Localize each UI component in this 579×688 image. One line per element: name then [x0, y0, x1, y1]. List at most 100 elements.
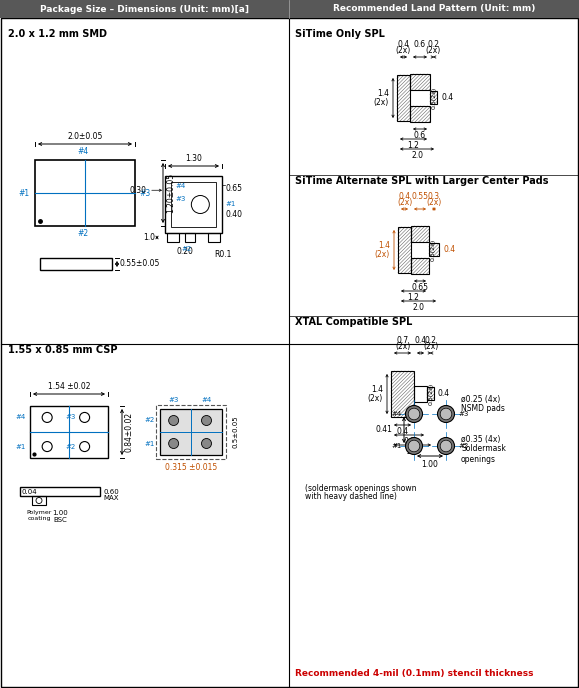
Text: 0.41: 0.41: [375, 425, 392, 435]
Text: MAX: MAX: [103, 495, 119, 502]
Bar: [430, 91, 437, 104]
Text: 1.2: 1.2: [408, 293, 419, 302]
Bar: [20, 487, 100, 496]
Text: #2: #2: [458, 443, 468, 449]
Text: 0.55: 0.55: [412, 192, 428, 201]
Text: #1: #1: [16, 444, 26, 449]
Circle shape: [440, 408, 452, 420]
Text: 0.5(2x): 0.5(2x): [431, 239, 436, 261]
Bar: [410, 106, 430, 122]
Circle shape: [440, 440, 452, 452]
Text: 0.55±0.05: 0.55±0.05: [120, 259, 160, 268]
Text: ø0.25 (4x): ø0.25 (4x): [461, 395, 500, 404]
Circle shape: [405, 405, 423, 422]
Text: 0.40: 0.40: [226, 211, 243, 219]
Circle shape: [408, 440, 420, 452]
Text: 0.6: 0.6: [414, 40, 426, 49]
Text: 1.55 x 0.85 mm CSP: 1.55 x 0.85 mm CSP: [8, 345, 118, 355]
Text: #3: #3: [176, 196, 186, 202]
Text: R0.1: R0.1: [214, 250, 232, 259]
Text: 1.54 ±0.02: 1.54 ±0.02: [47, 382, 90, 391]
Text: 2.0: 2.0: [411, 151, 423, 160]
Text: 0.4: 0.4: [438, 389, 450, 398]
Text: openings: openings: [461, 455, 496, 464]
Text: Recommended Land Pattern (Unit: mm): Recommended Land Pattern (Unit: mm): [333, 5, 535, 14]
Text: 2.0 x 1.2 mm SMD: 2.0 x 1.2 mm SMD: [8, 29, 107, 39]
Circle shape: [201, 438, 211, 449]
Text: (2x): (2x): [395, 342, 410, 351]
Text: 0.2: 0.2: [427, 40, 439, 49]
Text: (2x): (2x): [375, 250, 390, 259]
Text: #1: #1: [145, 440, 155, 447]
Text: 0.60: 0.60: [103, 488, 119, 495]
Text: BSC: BSC: [53, 517, 67, 523]
Bar: [414, 386, 427, 402]
Bar: [398, 227, 411, 273]
Bar: [391, 371, 414, 417]
Circle shape: [201, 416, 211, 425]
Text: #4: #4: [16, 414, 26, 420]
Text: coating: coating: [27, 516, 51, 521]
Text: (2x): (2x): [368, 394, 383, 402]
Text: 0.2: 0.2: [424, 336, 437, 345]
Text: (2x): (2x): [426, 198, 442, 207]
Text: Package Size – Dimensions (Unit: mm)[a]: Package Size – Dimensions (Unit: mm)[a]: [39, 5, 248, 14]
Text: Soldermask: Soldermask: [461, 444, 506, 453]
Text: (2x): (2x): [374, 98, 389, 107]
Bar: [0, 0, 579, 18]
Bar: [160, 409, 222, 455]
Bar: [208, 233, 220, 242]
Text: 0.5±0.05: 0.5±0.05: [232, 416, 238, 449]
Text: 2.2: 2.2: [406, 447, 419, 456]
Text: NSMD pads: NSMD pads: [461, 404, 505, 413]
Text: #4: #4: [78, 147, 89, 156]
Bar: [30, 406, 108, 458]
Text: #1: #1: [225, 202, 236, 208]
Bar: [165, 176, 222, 233]
Circle shape: [168, 416, 179, 425]
Bar: [397, 75, 410, 121]
Text: #3: #3: [139, 189, 150, 197]
Text: (soldermask openings shown: (soldermask openings shown: [305, 484, 416, 493]
Text: 1.4: 1.4: [377, 89, 389, 98]
Text: 1.0: 1.0: [143, 233, 155, 242]
Text: 0.20: 0.20: [177, 247, 193, 256]
Text: 0.30: 0.30: [130, 186, 147, 195]
Text: (2x): (2x): [396, 46, 411, 55]
Bar: [40, 258, 112, 270]
Bar: [167, 233, 179, 242]
Text: 0.65: 0.65: [412, 283, 428, 292]
Text: 1.30: 1.30: [185, 154, 202, 163]
Text: #3: #3: [168, 397, 179, 403]
Text: 0.315 ±0.015: 0.315 ±0.015: [165, 463, 217, 472]
Text: 0.8: 0.8: [403, 437, 415, 446]
Text: ø0.35 (4x): ø0.35 (4x): [461, 435, 500, 444]
Text: #1: #1: [19, 189, 30, 197]
Text: #2: #2: [66, 444, 76, 449]
Text: 1.00: 1.00: [422, 460, 438, 469]
Circle shape: [438, 405, 455, 422]
Circle shape: [168, 438, 179, 449]
Text: 2.0: 2.0: [412, 303, 424, 312]
Text: 0.6: 0.6: [414, 131, 426, 140]
Circle shape: [438, 438, 455, 455]
Text: SiTime Only SPL: SiTime Only SPL: [295, 29, 385, 39]
Bar: [32, 496, 46, 505]
Text: 0.3: 0.3: [428, 192, 440, 201]
Text: SiTime Alternate SPL with Larger Center Pads: SiTime Alternate SPL with Larger Center …: [295, 176, 548, 186]
Text: #3: #3: [458, 411, 468, 417]
Text: #1: #1: [391, 443, 402, 449]
Text: 1.4: 1.4: [378, 241, 390, 250]
Bar: [429, 243, 439, 256]
Text: #2: #2: [145, 418, 155, 424]
Text: #2: #2: [78, 229, 89, 238]
Text: Polymer: Polymer: [26, 510, 52, 515]
Bar: [185, 233, 195, 242]
Text: 0.84±0.02: 0.84±0.02: [125, 412, 134, 452]
Circle shape: [405, 438, 423, 455]
Text: 0.65: 0.65: [226, 184, 243, 193]
Bar: [411, 226, 429, 242]
Bar: [410, 74, 430, 90]
Text: 0.4: 0.4: [397, 427, 409, 436]
Text: 1.00: 1.00: [52, 510, 68, 516]
